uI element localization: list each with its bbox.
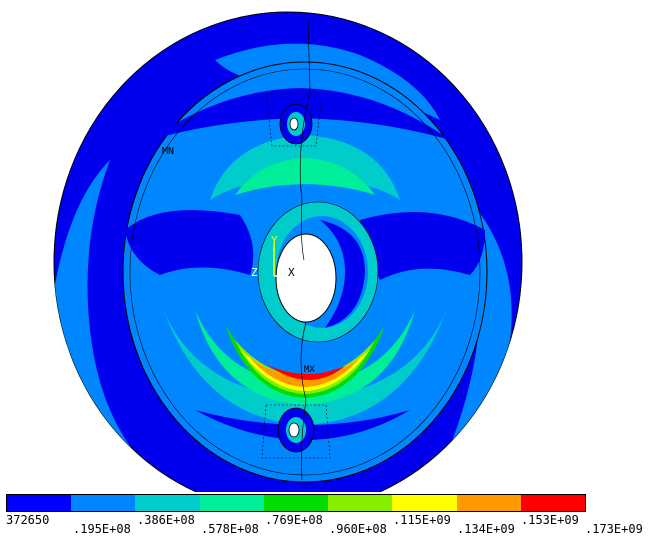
- bolt-hole-bottom: [261, 404, 331, 459]
- rim-band-right: [440, 200, 512, 470]
- upper-crescent-inner: [235, 158, 375, 195]
- triad-z-label: Z: [251, 266, 258, 279]
- center-hole: [275, 233, 337, 323]
- legend-label-3: .386E+08: [137, 513, 195, 527]
- legend-label-6: .960E+08: [329, 522, 387, 536]
- lower-band-seafoam: [195, 310, 415, 405]
- dark-band-right: [360, 212, 485, 280]
- lower-band-orange: [250, 358, 360, 387]
- legend-label-2: .195E+08: [73, 522, 131, 536]
- legend-swatch-8: [456, 495, 521, 511]
- legend-label-9: .153E+09: [521, 513, 579, 527]
- triad-y-label: Y: [271, 234, 278, 247]
- legend-swatch-5: [263, 495, 329, 511]
- lower-band-cyan: [160, 300, 450, 425]
- legend-swatch-1: [7, 495, 72, 511]
- seam-vertical: [299, 19, 311, 481]
- dark-band-left: [125, 210, 254, 275]
- legend-label-4: .578E+08: [201, 522, 259, 536]
- legend-label-10: .173E+09: [585, 522, 643, 536]
- lower-band-yellow: [240, 350, 370, 391]
- inner-edge-ring: [129, 68, 481, 476]
- hub-shadow: [320, 220, 365, 328]
- stress-contour-plot: MN MX Y Z X: [53, 11, 523, 513]
- legend-label-8: .134E+09: [457, 522, 515, 536]
- contour-legend-bar: [6, 494, 586, 512]
- legend-label-7: .115E+09: [393, 513, 451, 527]
- lower-band-green: [225, 325, 385, 398]
- legend-swatch-3: [135, 495, 200, 511]
- legend-swatch-4: [199, 495, 264, 511]
- bolt-hole-top: [265, 93, 323, 147]
- legend-label-1: 372650: [6, 513, 50, 527]
- node-marker-mn: MN: [162, 146, 174, 157]
- coordinate-triad: Y Z X: [251, 234, 295, 279]
- node-marker-mx: MX: [304, 365, 315, 375]
- lower-band-lime: [235, 340, 375, 394]
- legend-swatch-7: [392, 495, 457, 511]
- legend-swatch-9: [520, 495, 585, 511]
- legend-swatch-6: [328, 495, 393, 511]
- legend-swatch-2: [71, 495, 136, 511]
- triad-x-label: X: [288, 266, 295, 279]
- lower-band-red: [268, 365, 345, 380]
- legend-label-5: .769E+08: [265, 513, 323, 527]
